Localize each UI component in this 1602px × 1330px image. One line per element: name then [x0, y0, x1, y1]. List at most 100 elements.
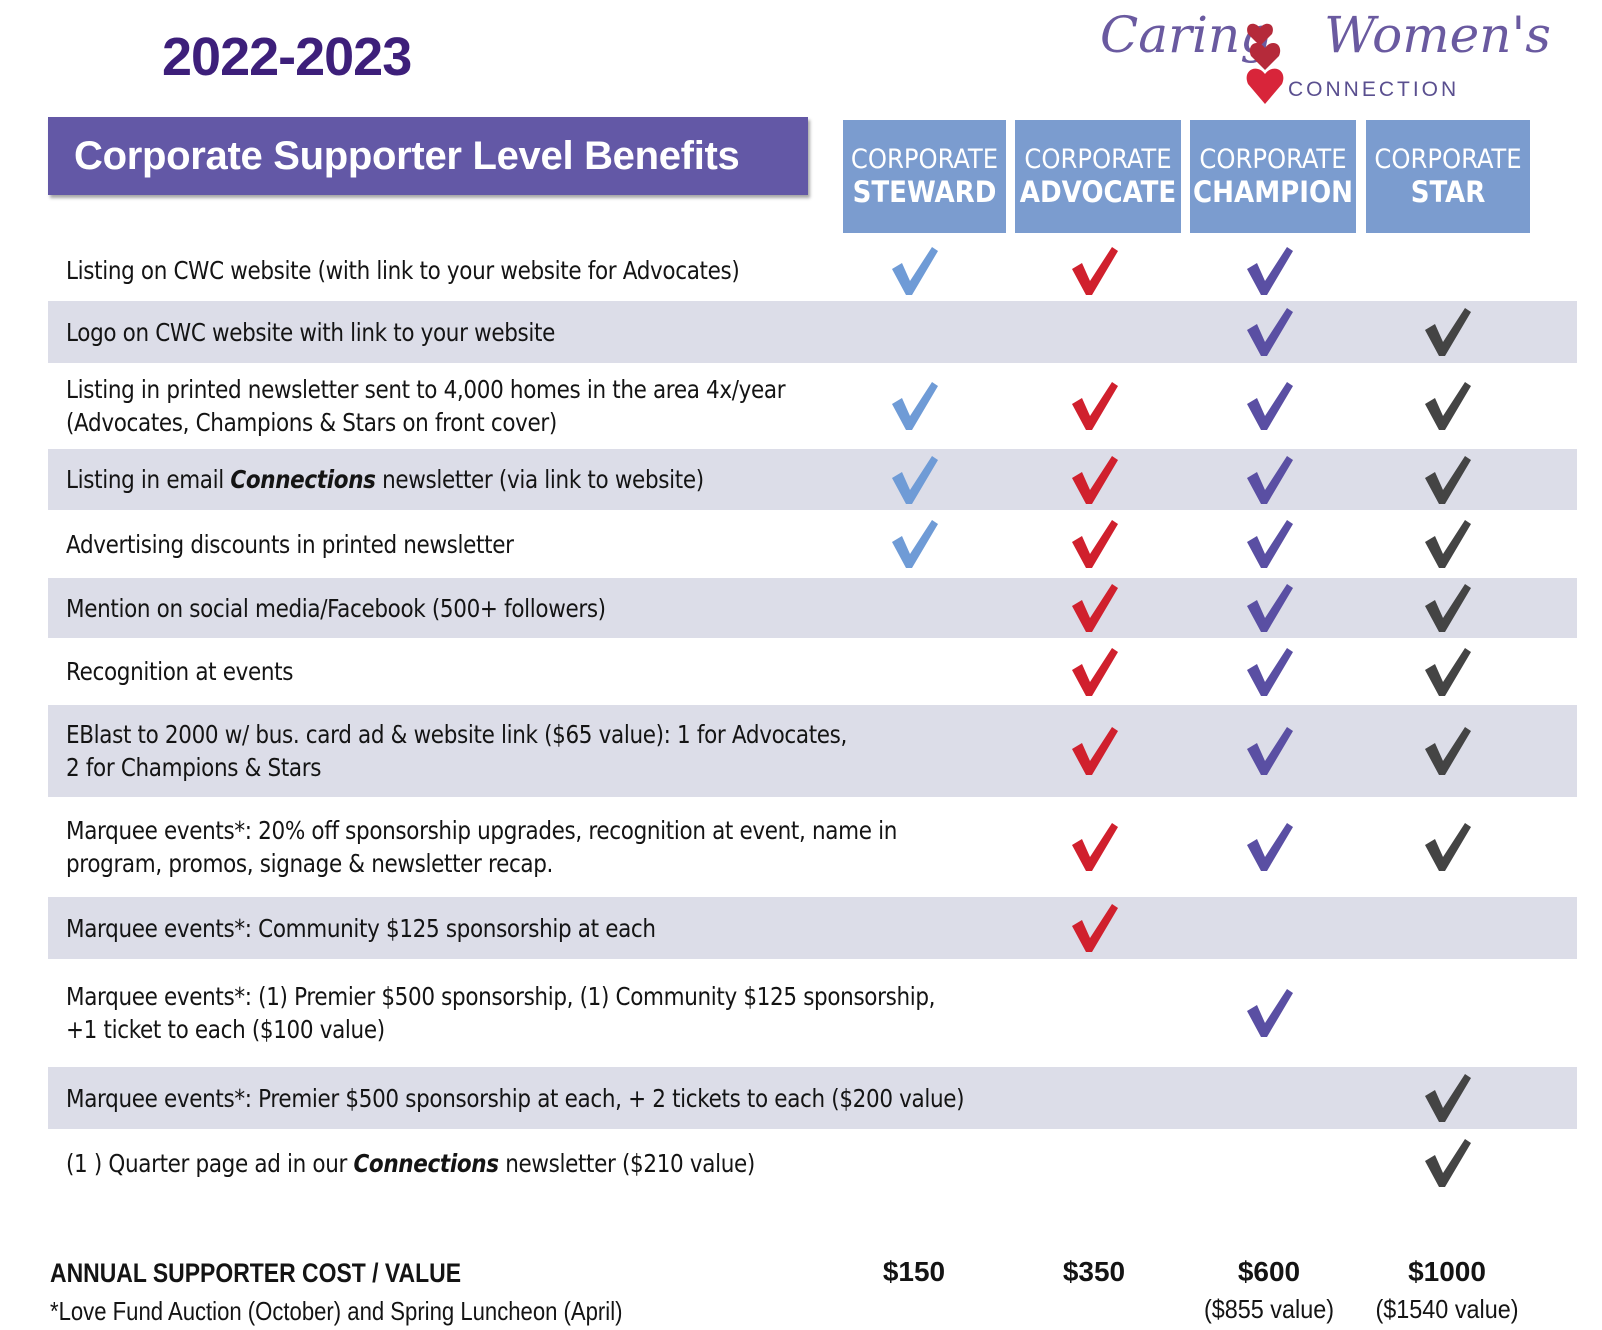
benefit-label-line: Marquee events*: Community $125 sponsors… [66, 913, 656, 943]
checkmark-icon [1072, 455, 1118, 504]
checkmark-icon [1072, 246, 1118, 295]
checkmark-icon [1072, 647, 1118, 696]
year-title: 2022-2023 [162, 27, 412, 87]
hearts-icon [1246, 23, 1284, 104]
checkmark-icon [1247, 584, 1293, 632]
benefit-row: (1 ) Quarter page ad in our Connections … [48, 1132, 1577, 1194]
benefit-label-line: +1 ticket to each ($100 value) [66, 1015, 385, 1044]
benefit-label-line: Marquee events*: Premier $500 sponsorshi… [66, 1083, 965, 1113]
benefit-label-line: EBlast to 2000 w/ bus. card ad & website… [66, 720, 848, 749]
label-text: Listing in email [66, 465, 231, 494]
level-line1: CORPORATE [850, 144, 999, 175]
benefit-label-line: Mention on social media/Facebook (500+ f… [66, 593, 606, 623]
benefit-label: Mention on social media/Facebook (500+ f… [66, 578, 606, 638]
benefit-label-line: 2 for Champions & Stars [66, 753, 322, 782]
checkmark-icon [892, 246, 938, 295]
checkmark-icon [1425, 308, 1471, 356]
checkmark-icon [1247, 989, 1293, 1037]
label-text: newsletter (via link to website) [375, 465, 704, 494]
checkmark-icon [892, 520, 938, 568]
checkmark-icon [1072, 823, 1118, 871]
benefit-row: Listing in printed newsletter sent to 4,… [48, 366, 1577, 446]
level-header-advocate: CORPORATE ADVOCATE [1015, 120, 1181, 233]
checkmark-icon [1072, 382, 1118, 430]
price-champion: $600 [1237, 1256, 1301, 1287]
checkmark-icon [1247, 382, 1293, 430]
benefit-label: Listing in printed newsletter sent to 4,… [66, 366, 786, 446]
label-text: (1 ) Quarter page ad in our [66, 1148, 354, 1178]
benefit-label: Marquee events*: Premier $500 sponsorshi… [66, 1067, 965, 1129]
logo-subtitle: CONNECTION [1288, 78, 1460, 101]
checkmark-icon [1425, 382, 1471, 430]
benefit-row: Marquee events*: 20% off sponsorship upg… [48, 800, 1577, 894]
checkmark-icon [1425, 455, 1471, 504]
benefit-label-line: Logo on CWC website with link to your we… [66, 317, 555, 347]
logo-script: Caring Women's [1100, 6, 1551, 64]
benefit-label: Advertising discounts in printed newslet… [66, 513, 514, 575]
benefit-row: Logo on CWC website with link to your we… [48, 301, 1577, 363]
section-banner: Corporate Supporter Level Benefits [48, 117, 808, 195]
level-header-steward: CORPORATE STEWARD [843, 120, 1006, 233]
level-header-star: CORPORATE STAR [1366, 120, 1530, 233]
level-line1: CORPORATE [1024, 144, 1172, 175]
checkmark-icon [1072, 584, 1118, 632]
checkmark-icon [1425, 727, 1471, 775]
benefit-label: Listing in email Connections newsletter … [66, 449, 704, 510]
checkmark-icon [1247, 823, 1293, 871]
benefit-label: Marquee events*: Community $125 sponsors… [66, 897, 656, 959]
benefit-label: Recognition at events [66, 641, 293, 702]
newsletter-name: Connections [230, 465, 376, 494]
benefit-label-line: (Advocates, Champions & Stars on front c… [66, 408, 557, 437]
benefit-row: Advertising discounts in printed newslet… [48, 513, 1577, 575]
benefit-label-line: Marquee events*: 20% off sponsorship upg… [66, 816, 898, 845]
price-steward: $150 [882, 1256, 946, 1287]
level-line1: CORPORATE [1199, 144, 1347, 175]
level-line2: CHAMPION [1193, 175, 1353, 209]
benefit-label-line: Listing in email Connections newsletter … [66, 463, 704, 496]
checkmark-icon [1247, 308, 1293, 356]
value-champion: ($855 value) [1203, 1294, 1335, 1324]
benefit-label: Logo on CWC website with link to your we… [66, 301, 555, 363]
level-header-champion: CORPORATE CHAMPION [1190, 120, 1356, 233]
footnote: *Love Fund Auction (October) and Spring … [50, 1296, 623, 1326]
checkmark-icon [892, 382, 938, 430]
benefit-label-line: Listing on CWC website (with link to you… [66, 256, 740, 285]
caring-womens-connection-logo: Caring Women's CONNECTION [1100, 6, 1551, 106]
level-line2: STAR [1410, 175, 1486, 209]
benefit-row: Listing in email Connections newsletter … [48, 449, 1577, 510]
benefit-label: Marquee events*: (1) Premier $500 sponso… [66, 962, 936, 1064]
checkmark-icon [1247, 520, 1293, 568]
benefit-label-line: Listing in printed newsletter sent to 4,… [66, 375, 786, 404]
benefit-row: Marquee events*: (1) Premier $500 sponso… [48, 962, 1577, 1064]
checkmark-icon [1425, 520, 1471, 568]
benefit-label-line: (1 ) Quarter page ad in our Connections … [66, 1147, 755, 1180]
checkmark-icon [1247, 647, 1293, 696]
checkmark-icon [1247, 727, 1293, 775]
benefit-row: Listing on CWC website (with link to you… [48, 240, 1577, 301]
checkmark-icon [1072, 520, 1118, 568]
price-star: $1000 [1408, 1256, 1486, 1287]
benefit-label-line: Advertising discounts in printed newslet… [66, 529, 514, 559]
benefit-label-line: Recognition at events [66, 657, 294, 686]
checkmark-icon [892, 455, 938, 504]
newsletter-name: Connections [353, 1148, 499, 1178]
checkmark-icon [1425, 1139, 1471, 1187]
benefit-row: Marquee events*: Community $125 sponsors… [48, 897, 1577, 959]
benefit-row: Marquee events*: Premier $500 sponsorshi… [48, 1067, 1577, 1129]
checkmark-icon [1247, 455, 1293, 504]
checkmark-icon [1247, 246, 1293, 295]
checkmark-icon [1425, 823, 1471, 871]
benefit-row: Mention on social media/Facebook (500+ f… [48, 578, 1577, 638]
benefit-label: Marquee events*: 20% off sponsorship upg… [66, 800, 897, 894]
benefit-label: EBlast to 2000 w/ bus. card ad & website… [66, 705, 847, 797]
checkmark-icon [1425, 647, 1471, 696]
level-line2: STEWARD [852, 175, 997, 209]
value-star: ($1540 value) [1375, 1294, 1519, 1324]
banner-title: Corporate Supporter Level Benefits [74, 133, 740, 178]
benefit-label: Listing on CWC website (with link to you… [66, 240, 740, 301]
checkmark-icon [1425, 1074, 1471, 1122]
benefit-label-line: Marquee events*: (1) Premier $500 sponso… [66, 982, 936, 1011]
level-line1: CORPORATE [1374, 144, 1522, 175]
level-line2: ADVOCATE [1019, 175, 1177, 209]
benefit-label-line: program, promos, signage & newsletter re… [66, 849, 554, 878]
